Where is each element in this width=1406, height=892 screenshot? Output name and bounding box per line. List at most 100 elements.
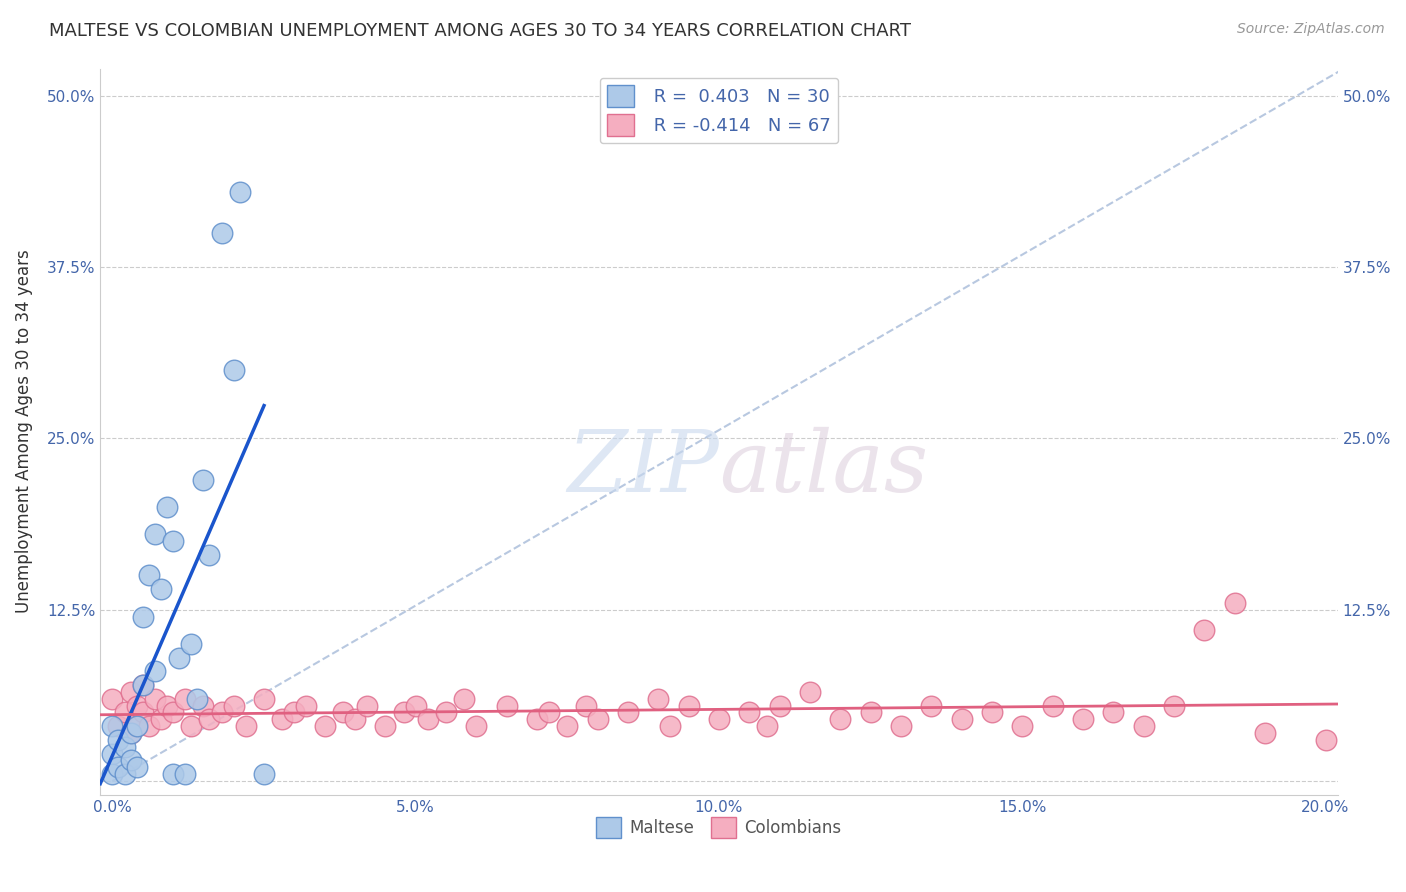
Point <box>1071 712 1094 726</box>
Point <box>229 185 252 199</box>
Point <box>738 706 761 720</box>
Point <box>271 712 294 726</box>
Point <box>211 226 233 240</box>
Text: ZIP: ZIP <box>567 426 718 509</box>
Point <box>180 719 202 733</box>
Point <box>1102 706 1125 720</box>
Point <box>132 678 155 692</box>
Point <box>617 706 640 720</box>
Point <box>799 685 821 699</box>
Point <box>162 767 184 781</box>
Point <box>416 712 439 726</box>
Point <box>107 719 129 733</box>
Point <box>143 691 166 706</box>
Point <box>555 719 578 733</box>
Point <box>101 767 124 781</box>
Point <box>526 712 548 726</box>
Point <box>374 719 396 733</box>
Point <box>1011 719 1033 733</box>
Point <box>222 363 245 377</box>
Point <box>198 712 221 726</box>
Point <box>1192 624 1215 638</box>
Point <box>1223 596 1246 610</box>
Point <box>647 691 669 706</box>
Point <box>920 698 942 713</box>
Point <box>980 706 1002 720</box>
Point <box>101 691 124 706</box>
Point <box>830 712 852 726</box>
Point <box>138 568 160 582</box>
Point <box>211 706 233 720</box>
Point <box>295 698 318 713</box>
Point <box>756 719 779 733</box>
Point <box>186 691 208 706</box>
Point <box>132 609 155 624</box>
Point <box>465 719 488 733</box>
Point <box>101 747 124 761</box>
Point <box>453 691 475 706</box>
Point <box>405 698 427 713</box>
Point <box>707 712 730 726</box>
Point <box>167 650 190 665</box>
Point <box>768 698 790 713</box>
Point <box>495 698 517 713</box>
Point <box>143 665 166 679</box>
Point <box>120 726 142 740</box>
Text: MALTESE VS COLOMBIAN UNEMPLOYMENT AMONG AGES 30 TO 34 YEARS CORRELATION CHART: MALTESE VS COLOMBIAN UNEMPLOYMENT AMONG … <box>49 22 911 40</box>
Point <box>174 691 197 706</box>
Point <box>114 706 136 720</box>
Point <box>198 548 221 562</box>
Point <box>149 582 172 597</box>
Point <box>143 527 166 541</box>
Point <box>356 698 378 713</box>
Point <box>859 706 882 720</box>
Point <box>343 712 366 726</box>
Point <box>125 719 148 733</box>
Point <box>125 698 148 713</box>
Point <box>1254 726 1277 740</box>
Text: atlas: atlas <box>718 426 928 509</box>
Point <box>222 698 245 713</box>
Point <box>107 732 129 747</box>
Point <box>678 698 700 713</box>
Point <box>132 678 155 692</box>
Point <box>193 698 215 713</box>
Point <box>114 767 136 781</box>
Point <box>659 719 682 733</box>
Point <box>114 739 136 754</box>
Point <box>586 712 609 726</box>
Point <box>162 534 184 549</box>
Point <box>174 767 197 781</box>
Point <box>149 712 172 726</box>
Point <box>253 691 276 706</box>
Point <box>120 685 142 699</box>
Point <box>156 698 179 713</box>
Point <box>125 760 148 774</box>
Point <box>950 712 973 726</box>
Point <box>125 719 148 733</box>
Point <box>283 706 305 720</box>
Point <box>180 637 202 651</box>
Point <box>1132 719 1154 733</box>
Point <box>162 706 184 720</box>
Point <box>332 706 354 720</box>
Point <box>890 719 912 733</box>
Point <box>434 706 457 720</box>
Point <box>253 767 276 781</box>
Point <box>193 473 215 487</box>
Point <box>574 698 596 713</box>
Legend: Maltese, Colombians: Maltese, Colombians <box>589 811 848 845</box>
Point <box>1163 698 1185 713</box>
Point <box>132 706 155 720</box>
Point <box>138 719 160 733</box>
Point <box>538 706 561 720</box>
Text: Source: ZipAtlas.com: Source: ZipAtlas.com <box>1237 22 1385 37</box>
Point <box>107 760 129 774</box>
Point <box>235 719 257 733</box>
Point <box>120 754 142 768</box>
Point <box>1315 732 1337 747</box>
Point <box>314 719 336 733</box>
Point <box>1042 698 1064 713</box>
Y-axis label: Unemployment Among Ages 30 to 34 years: Unemployment Among Ages 30 to 34 years <box>15 250 32 614</box>
Point <box>392 706 415 720</box>
